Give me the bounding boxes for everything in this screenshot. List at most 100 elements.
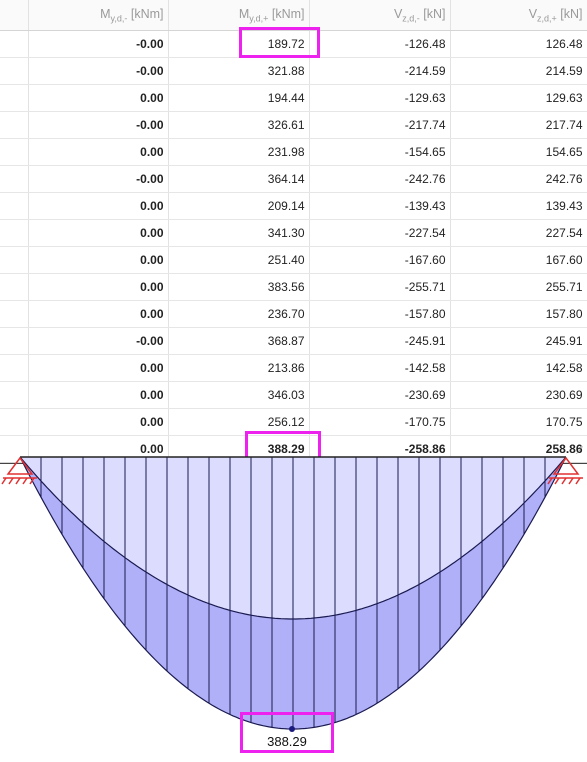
cell-vz-minus[interactable]: -139.43 (309, 192, 451, 220)
cell-my-plus[interactable]: 189.72 (168, 30, 310, 58)
cell-my-plus[interactable]: 209.14 (168, 192, 310, 220)
table-row[interactable]: -0.00 189.72 -126.48 126.48 (0, 30, 587, 58)
cell-my-minus[interactable]: 0.00 (28, 354, 169, 382)
column-header-vz-plus[interactable]: Vz,d,+ [kN] (450, 0, 587, 31)
table-row[interactable]: 0.00 383.56 -255.71 255.71 (0, 273, 587, 301)
cell-vz-plus[interactable]: 170.75 (450, 408, 587, 436)
row-header-cell[interactable] (0, 165, 29, 193)
cell-vz-minus[interactable]: -167.60 (309, 246, 451, 274)
cell-vz-plus[interactable]: 245.91 (450, 327, 587, 355)
cell-my-plus[interactable]: 326.61 (168, 111, 310, 139)
cell-my-minus[interactable]: 0.00 (28, 192, 169, 220)
cell-my-minus[interactable]: 0.00 (28, 219, 169, 247)
cell-my-plus[interactable]: 251.40 (168, 246, 310, 274)
cell-my-plus[interactable]: 368.87 (168, 327, 310, 355)
cell-vz-plus[interactable]: 154.65 (450, 138, 587, 166)
table-row[interactable]: -0.00 321.88 -214.59 214.59 (0, 57, 587, 85)
cell-vz-plus[interactable]: 227.54 (450, 219, 587, 247)
cell-my-minus[interactable]: -0.00 (28, 111, 169, 139)
cell-vz-minus[interactable]: -245.91 (309, 327, 451, 355)
table-row[interactable]: 0.00 231.98 -154.65 154.65 (0, 138, 587, 166)
cell-my-plus[interactable]: 213.86 (168, 354, 310, 382)
table-row[interactable]: 0.00 236.70 -157.80 157.80 (0, 300, 587, 328)
row-header-cell[interactable] (0, 300, 29, 328)
cell-vz-minus[interactable]: -255.71 (309, 273, 451, 301)
row-header-cell[interactable] (0, 327, 29, 355)
row-header-cell[interactable] (0, 111, 29, 139)
cell-vz-minus[interactable]: -227.54 (309, 219, 451, 247)
cell-my-plus[interactable]: 236.70 (168, 300, 310, 328)
table-row[interactable]: 0.00 194.44 -129.63 129.63 (0, 84, 587, 112)
resize-handle-icon[interactable]: ⟋ (576, 446, 583, 457)
cell-vz-minus[interactable]: -157.80 (309, 300, 451, 328)
column-header-my-minus[interactable]: My,d,- [kNm] (28, 0, 169, 31)
cell-my-minus[interactable]: -0.00 (28, 57, 169, 85)
cell-my-minus[interactable]: -0.00 (28, 30, 169, 58)
cell-vz-minus[interactable]: -126.48 (309, 30, 451, 58)
row-header-cell[interactable] (0, 84, 29, 112)
row-header-cell[interactable] (0, 273, 29, 301)
cell-vz-minus[interactable]: -230.69 (309, 381, 451, 409)
max-point-marker (289, 726, 295, 732)
row-header-cell[interactable] (0, 246, 29, 274)
table-row[interactable]: 0.00 251.40 -167.60 167.60 (0, 246, 587, 274)
row-header-cell[interactable] (0, 381, 29, 409)
cell-my-minus[interactable]: 0.00 (28, 138, 169, 166)
row-header-cell[interactable] (0, 408, 29, 436)
cell-my-minus[interactable]: 0.00 (28, 84, 169, 112)
table-row[interactable]: -0.00 364.14 -242.76 242.76 (0, 165, 587, 193)
cell-my-minus[interactable]: 0.00 (28, 273, 169, 301)
cell-vz-plus[interactable]: 230.69 (450, 381, 587, 409)
cell-vz-plus[interactable]: 142.58 (450, 354, 587, 382)
column-header-vz-minus[interactable]: Vz,d,- [kN] (309, 0, 451, 31)
cell-vz-plus[interactable]: 126.48 (450, 30, 587, 58)
cell-vz-minus[interactable]: -217.74 (309, 111, 451, 139)
left-support-icon (1, 456, 37, 485)
cell-vz-plus[interactable]: 157.80 (450, 300, 587, 328)
cell-vz-plus[interactable]: 255.71 (450, 273, 587, 301)
cell-vz-plus[interactable]: 217.74 (450, 111, 587, 139)
cell-my-plus[interactable]: 321.88 (168, 57, 310, 85)
table-row[interactable]: 0.00 209.14 -139.43 139.43 (0, 192, 587, 220)
cell-my-plus[interactable]: 383.56 (168, 273, 310, 301)
cell-my-minus[interactable]: 0.00 (28, 408, 169, 436)
cell-my-minus[interactable]: 0.00 (28, 246, 169, 274)
cell-vz-minus[interactable]: -142.58 (309, 354, 451, 382)
cell-vz-plus[interactable]: 129.63 (450, 84, 587, 112)
cell-my-minus[interactable]: 0.00 (28, 381, 169, 409)
cell-my-plus[interactable]: 346.03 (168, 381, 310, 409)
row-header-cell[interactable] (0, 138, 29, 166)
column-header-my-plus[interactable]: My,d,+ [kNm] (168, 0, 310, 31)
row-header-cell[interactable] (0, 30, 29, 58)
table-row[interactable]: 0.00 341.30 -227.54 227.54 (0, 219, 587, 247)
row-header-cell[interactable] (0, 57, 29, 85)
results-table: My,d,- [kNm] My,d,+ [kNm] Vz,d,- [kN] Vz… (0, 0, 587, 463)
cell-my-plus[interactable]: 364.14 (168, 165, 310, 193)
cell-vz-plus[interactable]: 139.43 (450, 192, 587, 220)
cell-vz-minus[interactable]: -154.65 (309, 138, 451, 166)
highlight-first-my-plus (239, 27, 320, 58)
cell-vz-plus[interactable]: 242.76 (450, 165, 587, 193)
table-row[interactable]: -0.00 326.61 -217.74 217.74 (0, 111, 587, 139)
cell-vz-minus[interactable]: -129.63 (309, 84, 451, 112)
row-header-cell[interactable] (0, 219, 29, 247)
cell-vz-plus[interactable]: 214.59 (450, 57, 587, 85)
row-header-cell[interactable] (0, 354, 29, 382)
max-moment-label: 388.29 (267, 734, 307, 749)
cell-my-minus[interactable]: 0.00 (28, 300, 169, 328)
cell-my-plus[interactable]: 194.44 (168, 84, 310, 112)
table-row[interactable]: 0.00 213.86 -142.58 142.58 (0, 354, 587, 382)
cell-vz-minus[interactable]: -214.59 (309, 57, 451, 85)
table-row[interactable]: -0.00 368.87 -245.91 245.91 (0, 327, 587, 355)
cell-vz-minus[interactable]: -170.75 (309, 408, 451, 436)
cell-my-plus[interactable]: 341.30 (168, 219, 310, 247)
moment-diagram (1, 456, 583, 732)
cell-my-minus[interactable]: -0.00 (28, 165, 169, 193)
cell-my-minus[interactable]: -0.00 (28, 327, 169, 355)
cell-vz-minus[interactable]: -242.76 (309, 165, 451, 193)
table-row[interactable]: 0.00 346.03 -230.69 230.69 (0, 381, 587, 409)
cell-vz-plus[interactable]: 167.60 (450, 246, 587, 274)
table-row[interactable]: 0.00 256.12 -170.75 170.75 (0, 408, 587, 436)
cell-my-plus[interactable]: 231.98 (168, 138, 310, 166)
row-header-cell[interactable] (0, 192, 29, 220)
